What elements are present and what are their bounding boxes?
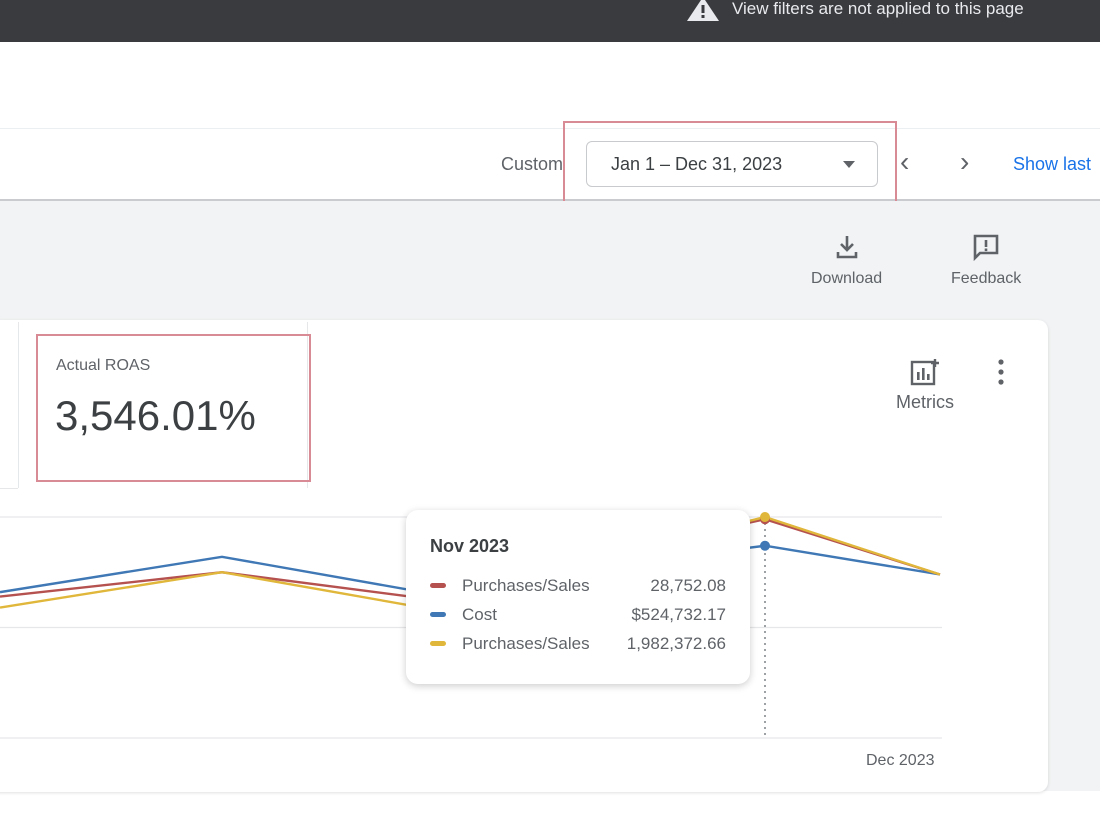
- highlight-box-date: [563, 121, 897, 203]
- scorecard-divider-bottom: [0, 488, 18, 489]
- series-swatch-yellow: [430, 641, 446, 646]
- top-banner: View filters are not applied to this pag…: [0, 0, 1100, 42]
- feedback-label: Feedback: [951, 270, 1022, 287]
- dropdown-arrow-icon: [843, 161, 855, 168]
- metrics-chart-icon: [910, 359, 939, 386]
- more-options-icon[interactable]: [990, 356, 1012, 388]
- tooltip-series-name: Purchases/Sales: [462, 575, 590, 595]
- data-point[interactable]: [760, 540, 770, 551]
- tooltip-series-value: $524,732.17: [631, 604, 726, 624]
- tooltip-row: Cost $524,732.17: [430, 600, 726, 629]
- download-icon: [836, 236, 857, 259]
- prev-period-button[interactable]: ‹: [900, 146, 910, 177]
- series-swatch-blue: [430, 612, 446, 617]
- scorecard-label: Actual ROAS: [56, 357, 151, 374]
- date-range-value: Jan 1 – Dec 31, 2023: [611, 153, 783, 174]
- tooltip-series-name: Purchases/Sales: [462, 633, 590, 653]
- page-header: [0, 42, 1100, 128]
- feedback-button[interactable]: Feedback: [951, 232, 1021, 288]
- tooltip-series-name: Cost: [462, 604, 497, 624]
- metrics-label: Metrics: [896, 392, 954, 412]
- date-toolbar: Custom Jan 1 – Dec 31, 2023 ‹ › Show las…: [0, 121, 1100, 203]
- view-filters-warning: View filters are not applied to this pag…: [686, 0, 1024, 22]
- scorecard-divider: [18, 322, 19, 488]
- scorecard-value: 3,546.01%: [55, 392, 256, 439]
- range-type-label: Custom: [501, 154, 564, 174]
- highlight-box-roas: [36, 334, 311, 482]
- tooltip-title: Nov 2023: [430, 536, 510, 556]
- right-gutter: [1060, 201, 1100, 791]
- chart-tooltip: Nov 2023 Purchases/Sales 28,752.08 Cost $5…: [406, 510, 750, 684]
- download-label: Download: [811, 270, 883, 287]
- scorecard-divider-right: [307, 322, 308, 488]
- tooltip-series-value: 1,982,372.66: [626, 633, 726, 653]
- metrics-button[interactable]: Metrics: [896, 358, 954, 413]
- x-tick-label: Dec 2023: [866, 752, 935, 769]
- warning-text: View filters are not applied to this pag…: [732, 0, 1024, 18]
- feedback-icon: [973, 234, 999, 262]
- date-range-select[interactable]: Jan 1 – Dec 31, 2023: [586, 141, 878, 187]
- tooltip-series-value: 28,752.08: [650, 575, 726, 595]
- show-last-link[interactable]: Show last: [1013, 154, 1092, 174]
- series-swatch-red: [430, 583, 446, 588]
- tooltip-row: Purchases/Sales 28,752.08: [430, 571, 726, 600]
- tooltip-row: Purchases/Sales 1,982,372.66: [430, 629, 726, 658]
- next-period-button[interactable]: ›: [960, 146, 970, 177]
- data-point[interactable]: [760, 512, 770, 522]
- download-button[interactable]: Download: [811, 232, 882, 288]
- warning-icon: [687, 0, 719, 21]
